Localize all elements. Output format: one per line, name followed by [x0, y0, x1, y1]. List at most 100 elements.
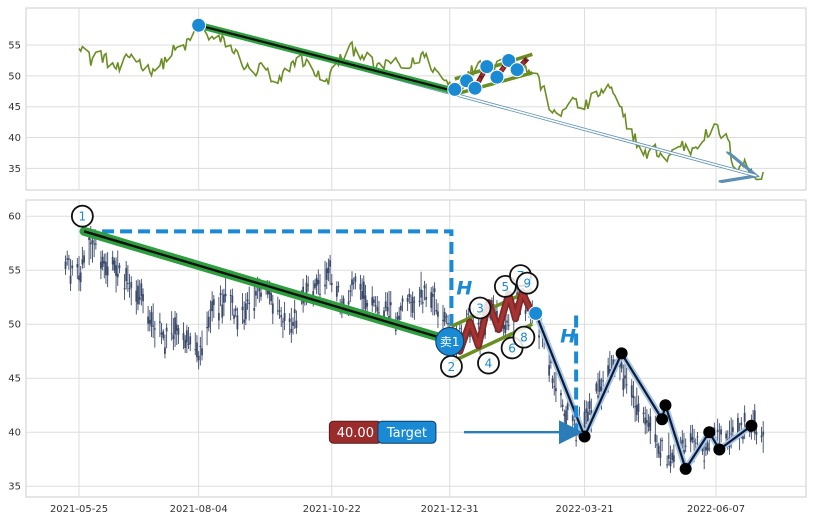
candle-body: [324, 284, 326, 287]
candle-body: [635, 405, 638, 416]
top-ytick-label: 50: [8, 71, 21, 82]
candle-body: [233, 314, 235, 319]
candle-body: [720, 429, 722, 435]
candle-body: [234, 308, 237, 311]
candle-body: [174, 317, 176, 335]
candle-body: [194, 349, 197, 351]
candle-body: [361, 290, 364, 300]
candle-body: [516, 292, 519, 297]
candle-body: [399, 305, 402, 311]
candle-body: [93, 243, 96, 245]
projection-point: [656, 413, 669, 426]
candle-body: [718, 442, 721, 444]
candle-body: [253, 308, 256, 311]
candle-body: [366, 302, 369, 307]
candle-body: [730, 433, 733, 435]
pivot-marker: [501, 52, 517, 68]
candle-body: [563, 413, 566, 416]
candle-body: [271, 303, 274, 314]
candle-body: [608, 369, 611, 376]
candle-body: [600, 386, 603, 391]
candle-body: [197, 355, 200, 361]
height-measure: [84, 229, 454, 346]
candle-body: [138, 296, 141, 301]
wave-number-circle: [477, 351, 500, 375]
trend-line: [198, 24, 456, 93]
candle-body: [458, 328, 461, 330]
candle-body: [630, 385, 633, 398]
candle-body: [126, 282, 129, 284]
sell-marker: [435, 326, 465, 356]
candle-body: [553, 386, 556, 388]
candle-body: [637, 403, 640, 412]
candle-body: [337, 286, 340, 288]
candle-body: [408, 293, 411, 298]
wave-number-label: 8: [520, 331, 528, 345]
candle-body: [319, 293, 321, 295]
candle-body: [740, 422, 743, 426]
candle-body: [223, 294, 225, 303]
candle-body: [625, 384, 628, 386]
pivot-marker: [489, 69, 505, 85]
candle-body: [413, 301, 416, 303]
x-tick-label: 2021-12-31: [421, 504, 479, 515]
candle-body: [742, 436, 744, 440]
candle-body: [706, 442, 709, 451]
candle-body: [649, 416, 652, 431]
bottom-ytick-label: 60: [8, 212, 21, 223]
candle-body: [276, 310, 279, 312]
pivot-marker: [509, 62, 525, 78]
candle-body: [255, 291, 257, 296]
sell-marker-label: 卖1: [440, 335, 460, 349]
target-label: Target: [386, 426, 427, 441]
candle-body: [78, 275, 80, 280]
candle-body: [217, 312, 220, 321]
candle-body: [71, 265, 74, 269]
candle-body: [165, 327, 168, 332]
pivot-marker: [528, 305, 544, 321]
candle-body: [371, 297, 374, 306]
candle-body: [703, 460, 706, 462]
candle-body: [352, 282, 355, 284]
wave-number-label: 3: [476, 302, 484, 316]
pivot-marker: [447, 81, 463, 97]
candle-body: [737, 417, 739, 434]
candle-body: [64, 261, 67, 269]
pivot-marker: [479, 59, 495, 75]
candle-body: [656, 444, 658, 446]
candle-body: [418, 300, 421, 302]
candle-body: [349, 290, 352, 292]
candle-body: [597, 395, 599, 398]
bottom-ytick-label: 55: [8, 266, 21, 277]
candle-body: [731, 427, 734, 432]
candle-body: [743, 412, 746, 422]
candle-body: [111, 256, 114, 265]
candle-body: [295, 320, 298, 329]
x-tick-label: 2021-08-04: [170, 504, 228, 515]
candle-body: [507, 325, 510, 327]
candle-body: [425, 297, 428, 300]
candle-body: [632, 395, 635, 399]
candle-body: [115, 265, 117, 276]
candle-body: [646, 420, 648, 423]
candle-body: [106, 266, 109, 276]
candle-body: [88, 237, 91, 241]
candle-body: [148, 319, 151, 324]
candle-body: [560, 392, 562, 396]
candle-body: [430, 292, 433, 308]
candle-body: [477, 322, 480, 325]
candle-body: [278, 310, 281, 312]
candle-body: [229, 294, 232, 296]
candle-body: [583, 411, 586, 428]
candle-body: [270, 293, 273, 302]
candle-body: [160, 332, 163, 335]
candle-body: [260, 292, 262, 297]
candle-body: [221, 304, 224, 318]
candle-body: [467, 313, 470, 315]
candle-body: [130, 282, 133, 288]
projection-point: [713, 443, 726, 456]
candle-body: [116, 273, 119, 278]
